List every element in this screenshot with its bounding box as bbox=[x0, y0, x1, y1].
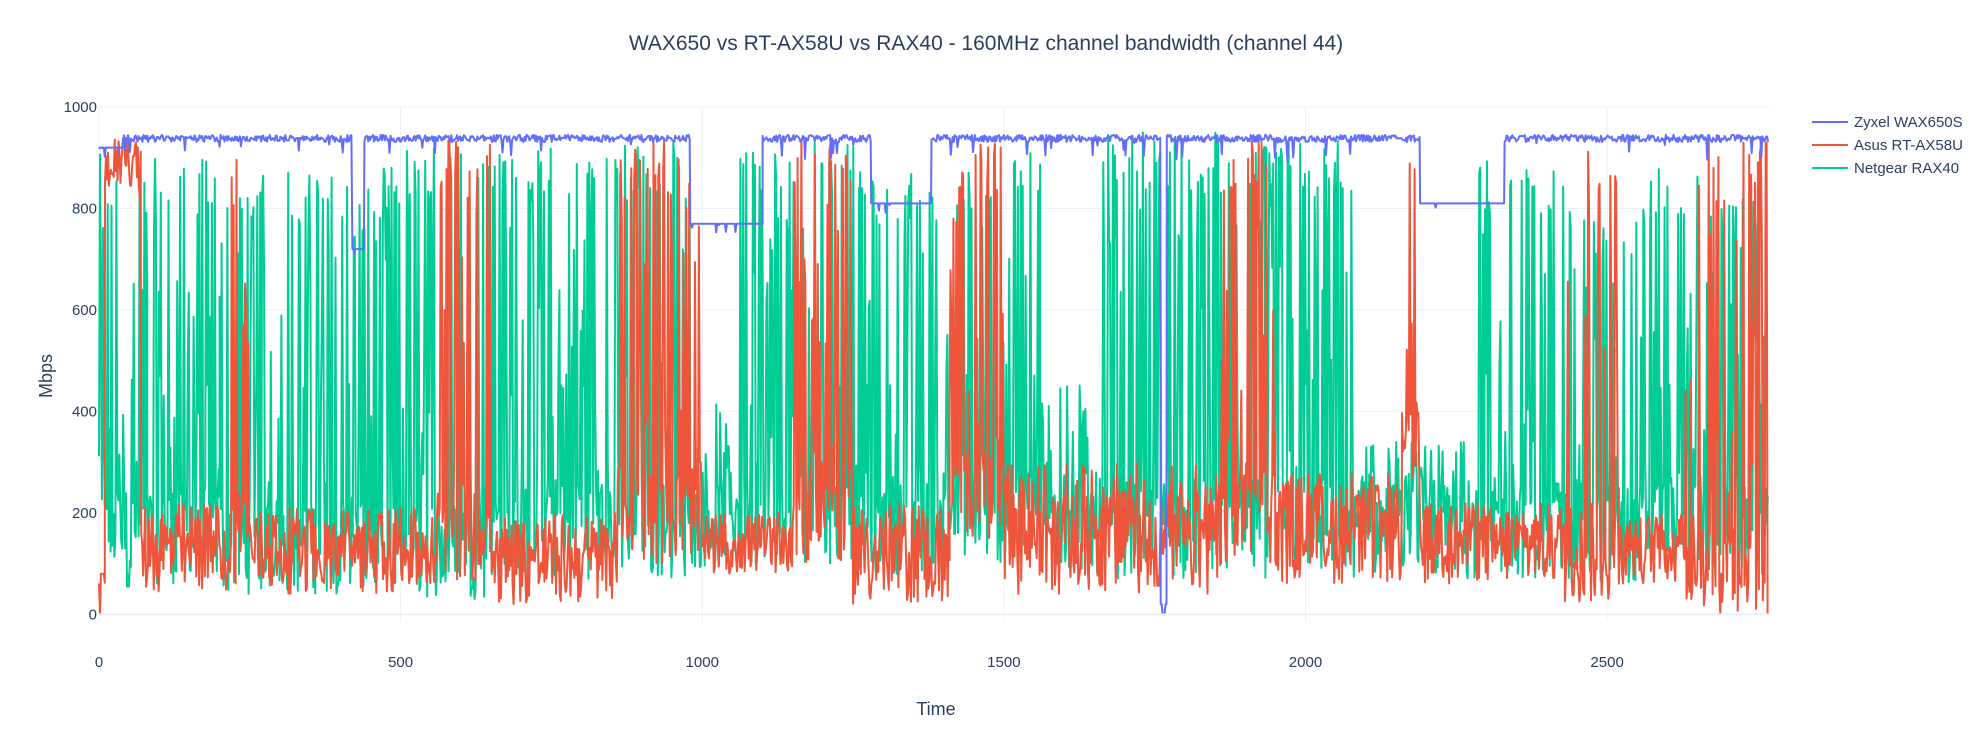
x-tick-label: 1000 bbox=[686, 654, 719, 671]
y-tick-label: 200 bbox=[72, 505, 97, 522]
y-tick-label: 600 bbox=[72, 302, 97, 319]
x-tick-label: 500 bbox=[388, 654, 413, 671]
y-tick-label: 400 bbox=[72, 403, 97, 420]
legend-label: Netgear RAX40 bbox=[1854, 160, 1959, 177]
legend[interactable]: Zyxel WAX650S Asus RT-AX58U Netgear RAX40 bbox=[1812, 114, 1963, 177]
series-line-1 bbox=[98, 137, 1769, 616]
chart-title: WAX650 vs RT-AX58U vs RAX40 - 160MHz cha… bbox=[629, 32, 1343, 55]
y-tick-labels: 0 200 400 600 800 1000 bbox=[64, 99, 97, 623]
legend-label: Asus RT-AX58U bbox=[1854, 137, 1963, 154]
legend-item[interactable]: Zyxel WAX650S bbox=[1812, 114, 1963, 131]
series-line-0 bbox=[98, 133, 1770, 616]
series-line-2 bbox=[98, 131, 1769, 600]
x-tick-labels: 0 500 1000 1500 2000 2500 bbox=[95, 654, 1624, 671]
x-tick-label: 1500 bbox=[987, 654, 1020, 671]
x-tick-label: 2500 bbox=[1590, 654, 1623, 671]
y-tick-label: 0 bbox=[89, 606, 97, 623]
legend-item[interactable]: Asus RT-AX58U bbox=[1812, 137, 1963, 154]
y-axis-title: Mbps bbox=[36, 354, 56, 398]
y-tick-label: 800 bbox=[72, 200, 97, 217]
series-layer bbox=[98, 131, 1770, 616]
legend-item[interactable]: Netgear RAX40 bbox=[1812, 160, 1959, 177]
x-tick-label: 2000 bbox=[1289, 654, 1322, 671]
legend-label: Zyxel WAX650S bbox=[1854, 114, 1963, 131]
y-tick-label: 1000 bbox=[64, 99, 97, 116]
x-axis-title: Time bbox=[916, 699, 955, 719]
x-tick-label: 0 bbox=[95, 654, 103, 671]
